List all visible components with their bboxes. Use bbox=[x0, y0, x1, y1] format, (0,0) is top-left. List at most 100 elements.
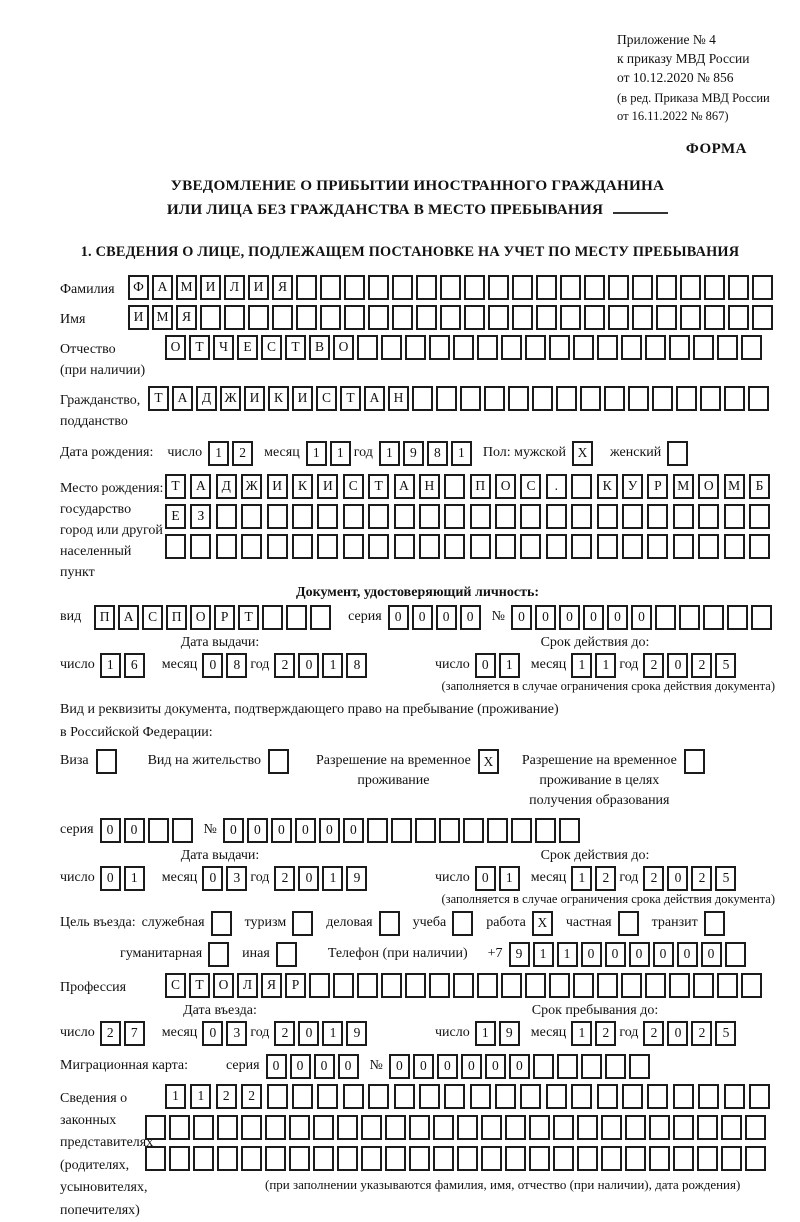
form-cell[interactable] bbox=[477, 334, 498, 360]
form-cell[interactable] bbox=[745, 1114, 766, 1140]
form-cell[interactable]: О bbox=[165, 334, 186, 360]
form-cell[interactable]: 6 bbox=[123, 652, 145, 678]
form-cell[interactable] bbox=[169, 1145, 190, 1171]
form-cell[interactable]: Б bbox=[748, 473, 770, 499]
form-cell[interactable]: 2 bbox=[691, 1020, 713, 1046]
form-cell[interactable] bbox=[381, 972, 402, 998]
form-cell[interactable] bbox=[693, 334, 714, 360]
form-cell[interactable] bbox=[210, 910, 232, 936]
form-cell[interactable]: А bbox=[393, 473, 415, 499]
form-cell[interactable]: 0 bbox=[337, 1053, 359, 1079]
form-cell[interactable] bbox=[721, 1114, 742, 1140]
form-cell[interactable] bbox=[672, 533, 694, 559]
form-cell[interactable] bbox=[313, 1114, 334, 1140]
form-cell[interactable] bbox=[532, 1053, 554, 1079]
form-cell[interactable]: 0 bbox=[583, 604, 604, 630]
form-cell[interactable]: Ф bbox=[128, 274, 149, 300]
form-cell[interactable] bbox=[438, 817, 460, 843]
form-cell[interactable] bbox=[357, 972, 378, 998]
form-cell[interactable] bbox=[596, 533, 618, 559]
form-cell[interactable]: 1 bbox=[99, 652, 121, 678]
form-cell[interactable]: 1 bbox=[498, 652, 520, 678]
form-cell[interactable]: 0 bbox=[99, 865, 121, 891]
form-cell[interactable] bbox=[721, 1145, 742, 1171]
form-cell[interactable]: 0 bbox=[667, 1020, 689, 1046]
form-cell[interactable] bbox=[291, 533, 313, 559]
form-cell[interactable]: Д bbox=[196, 385, 217, 411]
form-cell[interactable]: . bbox=[545, 473, 567, 499]
form-cell[interactable] bbox=[320, 274, 341, 300]
form-cell[interactable] bbox=[368, 1083, 390, 1109]
form-cell[interactable] bbox=[469, 1083, 491, 1109]
form-cell[interactable]: 3 bbox=[226, 865, 248, 891]
form-cell[interactable] bbox=[545, 503, 567, 529]
form-cell[interactable] bbox=[313, 1145, 334, 1171]
form-cell[interactable]: М bbox=[176, 274, 197, 300]
form-cell[interactable] bbox=[405, 972, 426, 998]
form-cell[interactable] bbox=[617, 910, 639, 936]
form-cell[interactable] bbox=[534, 817, 556, 843]
form-cell[interactable]: В bbox=[309, 334, 330, 360]
form-cell[interactable] bbox=[361, 1145, 382, 1171]
form-cell[interactable]: Н bbox=[418, 473, 440, 499]
form-cell[interactable] bbox=[645, 334, 666, 360]
form-cell[interactable]: 1 bbox=[322, 652, 344, 678]
form-cell[interactable]: 1 bbox=[571, 652, 593, 678]
form-cell[interactable]: С bbox=[316, 385, 337, 411]
form-cell[interactable]: 3 bbox=[226, 1020, 248, 1046]
form-cell[interactable]: 0 bbox=[459, 604, 481, 630]
form-cell[interactable]: Ч bbox=[213, 334, 234, 360]
form-cell[interactable] bbox=[296, 274, 317, 300]
form-cell[interactable] bbox=[505, 1145, 526, 1171]
form-cell[interactable]: 0 bbox=[412, 1053, 434, 1079]
form-cell[interactable]: 9 bbox=[402, 440, 424, 466]
form-cell[interactable] bbox=[724, 941, 746, 967]
form-cell[interactable] bbox=[647, 1083, 669, 1109]
form-cell[interactable] bbox=[698, 1083, 720, 1109]
form-cell[interactable]: П bbox=[469, 473, 491, 499]
form-cell[interactable]: Л bbox=[224, 274, 245, 300]
form-cell[interactable]: О bbox=[333, 334, 354, 360]
form-cell[interactable]: О bbox=[190, 604, 212, 630]
form-cell[interactable]: 1 bbox=[450, 440, 472, 466]
form-cell[interactable]: 1 bbox=[322, 865, 344, 891]
form-cell[interactable] bbox=[558, 817, 580, 843]
form-cell[interactable] bbox=[291, 1083, 313, 1109]
form-cell[interactable] bbox=[717, 334, 738, 360]
form-cell[interactable] bbox=[669, 334, 690, 360]
form-cell[interactable] bbox=[596, 503, 618, 529]
form-cell[interactable]: 0 bbox=[411, 604, 433, 630]
form-cell[interactable]: 1 bbox=[123, 865, 145, 891]
form-cell[interactable]: 1 bbox=[208, 440, 230, 466]
form-cell[interactable] bbox=[444, 533, 466, 559]
form-cell[interactable] bbox=[409, 1114, 430, 1140]
form-cell[interactable] bbox=[536, 304, 557, 330]
form-cell[interactable] bbox=[680, 304, 701, 330]
form-cell[interactable] bbox=[317, 503, 339, 529]
form-cell[interactable] bbox=[532, 385, 553, 411]
form-cell[interactable] bbox=[601, 1114, 622, 1140]
form-cell[interactable]: Е bbox=[165, 503, 186, 529]
form-cell[interactable] bbox=[418, 533, 440, 559]
form-cell[interactable]: Л bbox=[237, 972, 258, 998]
form-cell[interactable]: Ж bbox=[220, 385, 241, 411]
form-cell[interactable] bbox=[337, 1145, 358, 1171]
form-cell[interactable]: О bbox=[213, 972, 234, 998]
form-cell[interactable]: 0 bbox=[202, 1020, 224, 1046]
form-cell[interactable] bbox=[549, 334, 570, 360]
form-cell[interactable] bbox=[217, 1114, 238, 1140]
form-cell[interactable]: 9 bbox=[508, 941, 530, 967]
form-cell[interactable] bbox=[529, 1114, 550, 1140]
form-cell[interactable]: У bbox=[622, 473, 644, 499]
form-cell[interactable]: Я bbox=[176, 304, 197, 330]
form-cell[interactable]: 8 bbox=[426, 440, 448, 466]
form-cell[interactable] bbox=[440, 304, 461, 330]
form-cell[interactable] bbox=[464, 274, 485, 300]
form-cell[interactable] bbox=[418, 503, 440, 529]
form-cell[interactable] bbox=[621, 334, 642, 360]
form-cell[interactable] bbox=[608, 304, 629, 330]
form-cell[interactable]: 0 bbox=[631, 604, 652, 630]
form-cell[interactable] bbox=[412, 385, 433, 411]
form-cell[interactable] bbox=[215, 533, 237, 559]
form-cell[interactable] bbox=[320, 304, 341, 330]
